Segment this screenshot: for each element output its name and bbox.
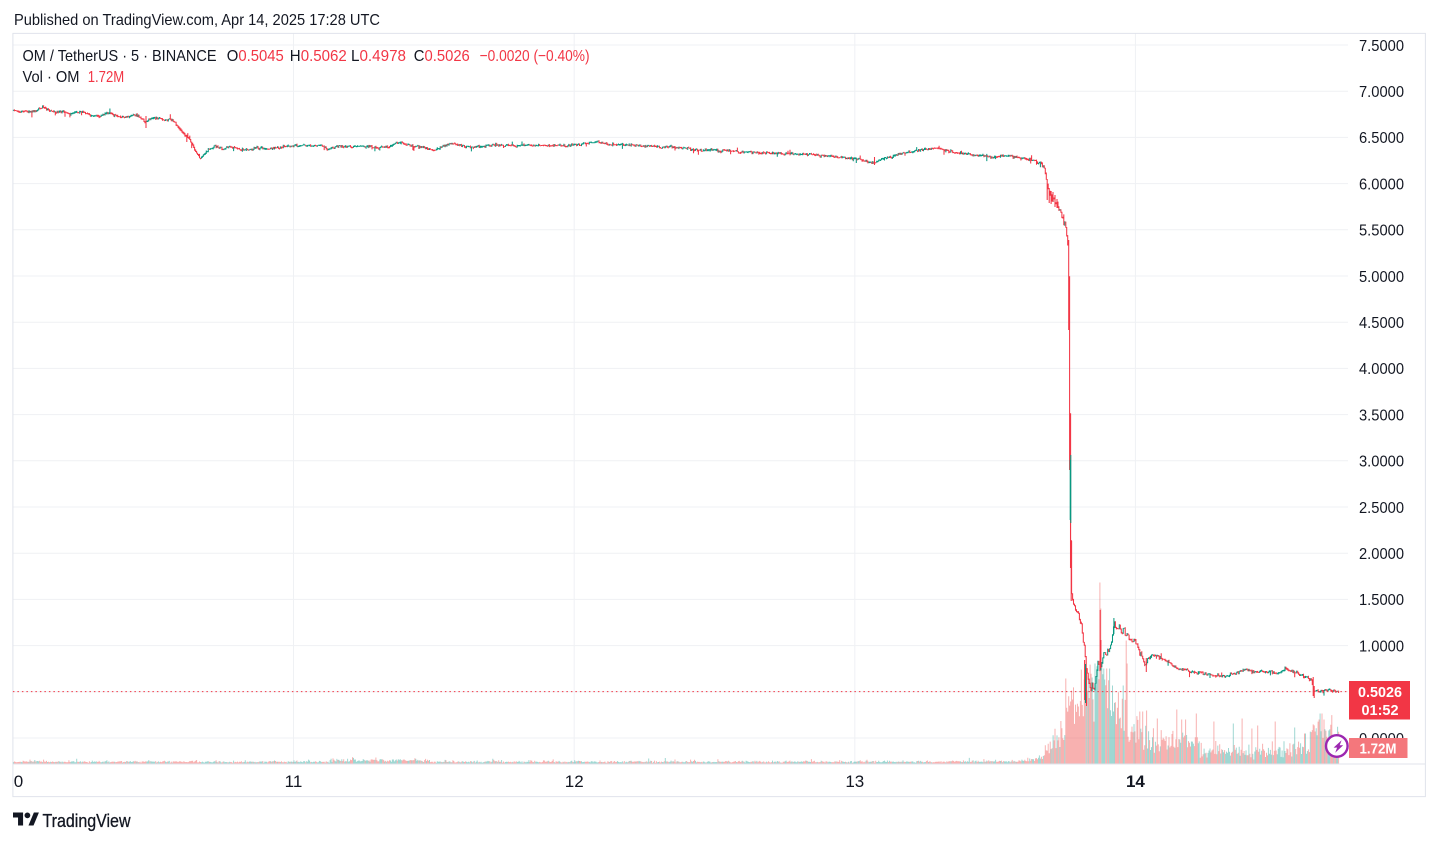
svg-text:1.72M: 1.72M (1360, 742, 1397, 758)
svg-text:0.5026: 0.5026 (1358, 685, 1402, 701)
svg-text:5.5000: 5.5000 (1359, 223, 1404, 240)
svg-text:11: 11 (285, 772, 303, 791)
svg-text:C0.5026: C0.5026 (414, 48, 470, 65)
svg-text:−0.0020 (−0.40%): −0.0020 (−0.40%) (480, 48, 590, 65)
svg-text:OM / TetherUS · 5 · BINANCE: OM / TetherUS · 5 · BINANCE (23, 48, 217, 65)
svg-text:1.5000: 1.5000 (1359, 592, 1404, 609)
svg-text:4.0000: 4.0000 (1359, 361, 1404, 378)
svg-text:Vol · OM: Vol · OM (23, 69, 80, 86)
svg-text:0: 0 (14, 772, 23, 791)
svg-text:O0.5045: O0.5045 (227, 48, 284, 65)
svg-text:L0.4978: L0.4978 (351, 48, 406, 65)
svg-text:H0.5062: H0.5062 (290, 48, 347, 65)
svg-text:2.0000: 2.0000 (1359, 546, 1404, 563)
svg-text:6.5000: 6.5000 (1359, 130, 1404, 147)
svg-text:4.5000: 4.5000 (1359, 315, 1404, 332)
svg-text:12: 12 (565, 772, 584, 791)
svg-text:01:52: 01:52 (1362, 703, 1399, 719)
svg-text:1.72M: 1.72M (88, 69, 125, 86)
svg-text:2.5000: 2.5000 (1359, 500, 1404, 517)
svg-text:14: 14 (1126, 772, 1145, 791)
svg-text:13: 13 (845, 772, 864, 791)
svg-text:3.5000: 3.5000 (1359, 407, 1404, 424)
svg-text:5.0000: 5.0000 (1359, 269, 1404, 286)
svg-text:7.5000: 7.5000 (1359, 38, 1404, 55)
svg-text:7.0000: 7.0000 (1359, 84, 1404, 101)
svg-text:TradingView: TradingView (43, 810, 132, 831)
svg-text:6.0000: 6.0000 (1359, 176, 1404, 193)
svg-text:Published on TradingView.com,: Published on TradingView.com, Apr 14, 20… (14, 12, 380, 29)
svg-text:3.0000: 3.0000 (1359, 454, 1404, 471)
svg-text:1.0000: 1.0000 (1359, 638, 1404, 655)
